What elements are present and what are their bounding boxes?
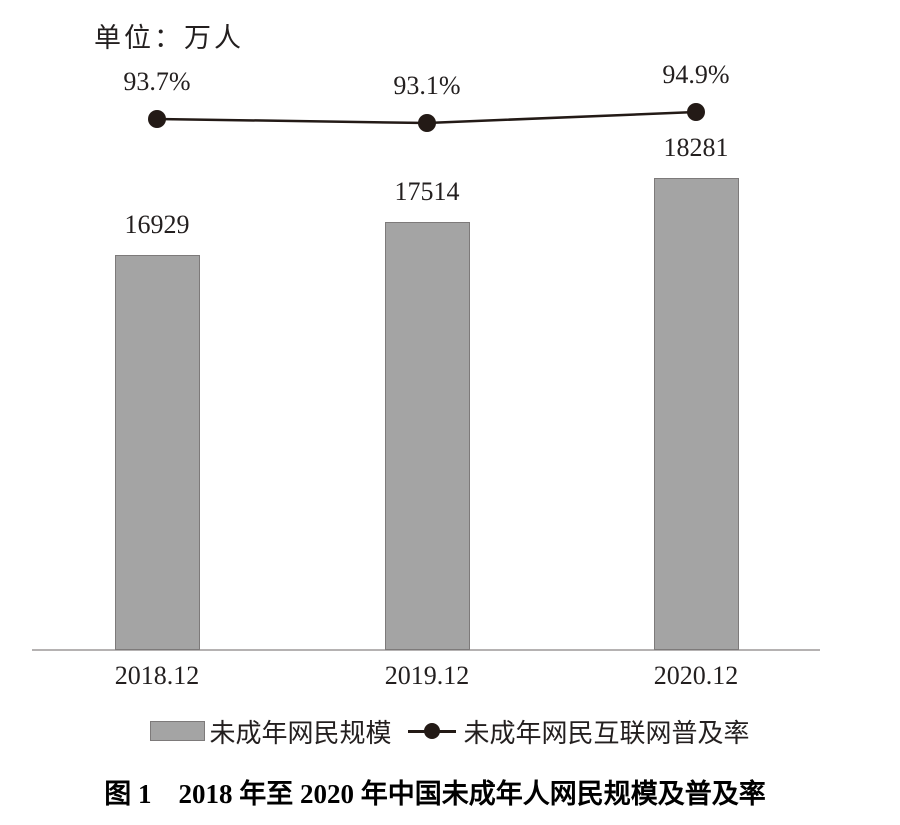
bar-value-label-2018.12: 16929	[124, 210, 190, 239]
legend-dot-icon	[423, 723, 440, 739]
x-tick-label-2020.12: 2020.12	[653, 661, 739, 690]
legend-label-penetration-rate: 未成年网民互联网普及率	[463, 718, 750, 748]
percent-label-2020.12: 94.9%	[662, 60, 730, 89]
bar-value-label-2019.12: 17514	[394, 177, 460, 206]
legend-bar-swatch-icon	[150, 721, 206, 741]
x-tick-label-2019.12: 2019.12	[384, 661, 470, 690]
percent-label-2019.12: 93.1%	[393, 71, 461, 100]
x-axis-line	[32, 649, 820, 651]
line-marker-dot-2019.12	[418, 114, 436, 132]
bar-value-label-2020.12: 18281	[663, 133, 729, 162]
bar-2018.12	[114, 255, 200, 650]
bar-2019.12	[384, 222, 470, 650]
figure-caption: 图 1 2018 年至 2020 年中国未成年人网民规模及普及率	[104, 779, 766, 809]
unit-label: 单位：万人	[94, 23, 244, 53]
legend-label-netizen-scale: 未成年网民规模	[209, 718, 392, 748]
legend: 未成年网民规模 未成年网民互联网普及率	[0, 712, 900, 750]
percent-label-2018.12: 93.7%	[123, 67, 191, 96]
x-tick-label-2018.12: 2018.12	[114, 661, 200, 690]
legend-line-marker-icon	[407, 723, 456, 739]
bar-2020.12	[653, 178, 739, 650]
line-marker-dot-2018.12	[148, 110, 166, 128]
line-marker-dot-2020.12	[687, 103, 705, 121]
penetration-rate-polyline	[156, 110, 697, 125]
